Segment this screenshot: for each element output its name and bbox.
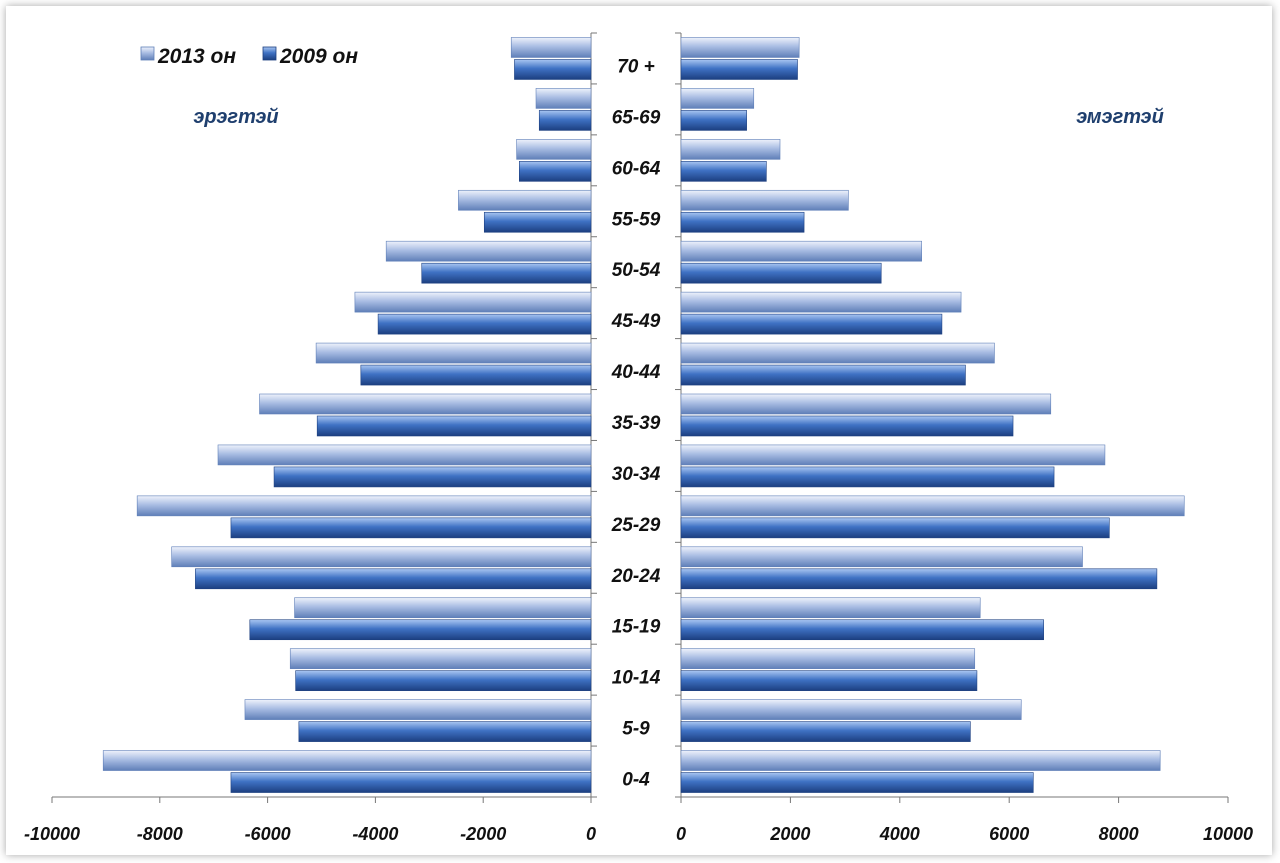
age-group-label: 10-14 [612, 668, 661, 689]
age-group-label: 30-34 [612, 464, 661, 485]
legend-swatch-2013 [140, 46, 155, 61]
bar-female-2009-55-59 [680, 211, 805, 233]
age-group-label: 20-24 [611, 566, 661, 587]
bar-female-2009-25-29 [680, 517, 1110, 539]
bar-male-2009-70+ [514, 59, 592, 80]
bar-male-2013-60-64 [516, 139, 592, 160]
x-tick-label-right: 0 [676, 824, 686, 844]
bar-female-2013-65-69 [680, 88, 755, 109]
age-group-label: 25-29 [611, 515, 661, 536]
age-group-label: 45-49 [611, 311, 661, 332]
side-label-left: эрэгтэй [193, 106, 278, 128]
bar-female-2009-35-39 [680, 415, 1014, 437]
age-group-label: 55-59 [612, 209, 661, 230]
bar-female-2009-5-9 [680, 721, 971, 742]
x-tick-label-left: 0 [586, 824, 596, 844]
bar-male-2013-25-29 [136, 495, 592, 517]
bar-male-2009-10-14 [295, 670, 592, 691]
bar-male-2009-5-9 [298, 721, 592, 742]
bar-male-2009-35-39 [316, 415, 592, 437]
bar-male-2013-15-19 [294, 597, 592, 619]
bar-male-2009-0-4 [230, 772, 592, 793]
bar-female-2009-0-4 [680, 772, 1034, 793]
bars-layer [102, 37, 1185, 793]
bar-female-2009-40-44 [680, 364, 966, 386]
x-tick-label-left: -6000 [245, 824, 291, 844]
side-label-right: эмэгтэй [1076, 106, 1164, 128]
x-tick-label-left: -2000 [460, 824, 506, 844]
legend-swatch-2009 [262, 46, 277, 61]
bar-male-2009-65-69 [538, 110, 592, 131]
bar-female-2009-65-69 [680, 110, 747, 131]
age-group-label: 40-44 [611, 362, 661, 383]
x-tick-label-left: -8000 [137, 824, 183, 844]
bar-female-2013-25-29 [680, 495, 1185, 517]
age-group-label: 15-19 [612, 617, 661, 638]
bar-female-2009-70+ [680, 59, 798, 80]
bar-male-2009-20-24 [195, 568, 592, 590]
x-tick-label-right: 8000 [1099, 824, 1139, 844]
bar-male-2013-30-34 [217, 444, 592, 466]
age-group-label: 5-9 [622, 719, 650, 740]
bar-female-2013-40-44 [680, 342, 995, 364]
bar-female-2013-0-4 [680, 750, 1161, 771]
bar-female-2013-30-34 [680, 444, 1106, 466]
bar-female-2009-10-14 [680, 670, 978, 691]
axes-layer [51, 32, 1229, 803]
bar-female-2009-15-19 [680, 619, 1044, 641]
x-tick-label-left: -4000 [352, 824, 398, 844]
chart-frame [6, 6, 1272, 855]
bar-female-2013-20-24 [680, 546, 1083, 568]
x-tick-label-right: 10000 [1203, 824, 1253, 844]
age-group-label: 50-54 [612, 260, 661, 281]
bar-male-2013-5-9 [244, 699, 592, 720]
bar-female-2009-45-49 [680, 313, 943, 335]
bar-male-2013-70+ [510, 37, 592, 58]
x-tick-label-left: -10000 [24, 824, 80, 844]
bar-male-2009-25-29 [230, 517, 592, 539]
age-group-label: 65-69 [612, 107, 661, 128]
legend-label-2009: 2009 он [279, 45, 358, 68]
bar-male-2013-35-39 [259, 393, 592, 415]
age-group-label: 70 + [617, 56, 655, 77]
bar-male-2013-10-14 [289, 648, 592, 669]
bar-male-2009-50-54 [421, 262, 592, 284]
bar-female-2013-35-39 [680, 393, 1052, 415]
x-tick-label-right: 6000 [989, 824, 1029, 844]
bar-female-2013-55-59 [680, 189, 849, 211]
bar-male-2009-45-49 [377, 313, 592, 335]
legend: 2013 он 2009 он [140, 45, 358, 68]
age-group-label: 60-64 [612, 158, 661, 179]
x-tick-label-right: 4000 [879, 824, 920, 844]
bar-male-2013-50-54 [385, 240, 592, 262]
bar-female-2013-5-9 [680, 699, 1022, 720]
bar-male-2013-20-24 [171, 546, 592, 568]
bar-female-2013-10-14 [680, 648, 976, 669]
bar-male-2009-30-34 [273, 466, 592, 488]
bar-male-2009-15-19 [249, 619, 592, 641]
bar-female-2009-50-54 [680, 262, 882, 284]
legend-label-2013: 2013 он [157, 45, 236, 68]
age-group-label: 0-4 [622, 770, 650, 791]
bar-female-2009-60-64 [680, 161, 767, 182]
bar-male-2013-40-44 [315, 342, 592, 364]
bar-female-2013-60-64 [680, 139, 781, 160]
bar-male-2013-55-59 [458, 189, 592, 211]
bar-male-2013-65-69 [535, 88, 592, 109]
bar-female-2013-45-49 [680, 291, 962, 313]
bar-female-2013-50-54 [680, 240, 922, 262]
bar-female-2013-15-19 [680, 597, 981, 619]
bar-male-2013-45-49 [354, 291, 592, 313]
labels-layer: -10000 -8000 -6000 -4000 -2000 0 0 2000 4000 6000… [24, 56, 1253, 844]
bar-female-2009-30-34 [680, 466, 1055, 488]
bar-male-2009-60-64 [519, 161, 592, 182]
bar-male-2009-55-59 [483, 211, 592, 233]
bar-female-2009-20-24 [680, 568, 1158, 590]
age-group-label: 35-39 [612, 413, 661, 434]
bar-male-2013-0-4 [102, 750, 592, 771]
bar-female-2013-70+ [680, 37, 800, 58]
bar-male-2009-40-44 [360, 364, 592, 386]
x-tick-label-right: 2000 [769, 824, 810, 844]
